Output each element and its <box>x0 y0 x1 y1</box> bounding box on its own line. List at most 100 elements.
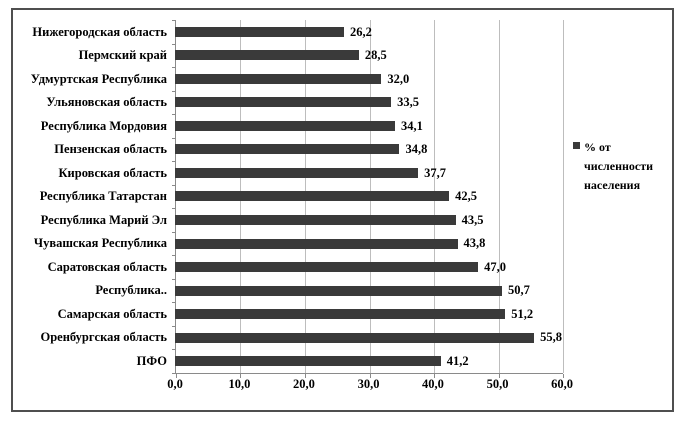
x-tick-label: 50,0 <box>486 377 509 391</box>
x-axis-tick <box>304 374 306 378</box>
legend: % от численности населения <box>573 138 665 196</box>
value-label: 51,2 <box>511 306 534 321</box>
bar <box>175 50 359 61</box>
value-label: 33,5 <box>397 95 419 110</box>
category-label: Республика Татарстан <box>39 189 167 204</box>
value-label: 34,1 <box>400 118 423 133</box>
bar-track: 34,1 <box>175 114 562 138</box>
bar <box>175 120 395 131</box>
x-axis: 0,0 10,0 20,0 30,0 40,0 50,0 60,0 <box>167 377 573 395</box>
chart-row: Пермский край 28,5 <box>16 44 562 68</box>
x-tick-label: 10,0 <box>228 377 251 391</box>
category-label: Кировская область <box>58 165 167 180</box>
bar <box>175 97 392 108</box>
y-axis-tick <box>172 231 176 233</box>
x-tick-label: 60,0 <box>551 377 573 391</box>
y-axis-tick <box>172 302 176 304</box>
chart-row: Кировская область 37,7 <box>16 161 562 185</box>
bar-track: 34,8 <box>175 138 562 162</box>
chart-row: Республика Мордовия 34,1 <box>16 114 562 138</box>
bar-track: 28,5 <box>175 44 562 68</box>
bar <box>175 167 419 178</box>
bar <box>175 356 441 367</box>
bar <box>175 26 344 37</box>
bar <box>175 73 382 84</box>
chart-row: Нижегородская область 26,2 <box>16 20 562 44</box>
x-tick-label: 30,0 <box>357 377 380 391</box>
y-axis-tick <box>172 373 176 374</box>
value-label: 41,2 <box>446 353 469 368</box>
category-label: Ульяновская область <box>46 95 167 110</box>
value-label: 42,5 <box>455 189 477 204</box>
value-label: 43,5 <box>461 212 484 227</box>
y-axis-tick <box>172 208 176 210</box>
gridline <box>498 20 500 373</box>
bar <box>175 215 456 226</box>
value-label: 47,0 <box>484 259 507 274</box>
bar <box>175 262 479 273</box>
bar-track: 50,7 <box>175 279 562 303</box>
bar-track: 41,2 <box>175 349 562 373</box>
chart-row: Саратовская область 47,0 <box>16 255 562 279</box>
gridline <box>563 20 564 373</box>
y-axis-tick <box>172 67 176 69</box>
value-label: 26,2 <box>349 24 372 39</box>
bar <box>175 285 502 296</box>
chart-row: Республика.. 50,7 <box>16 279 562 303</box>
y-axis-tick <box>172 137 176 139</box>
category-label: ПФО <box>136 353 167 368</box>
bar-track: 33,5 <box>175 91 562 115</box>
value-label: 32,0 <box>387 71 410 86</box>
category-label: Чувашская Республика <box>33 236 167 251</box>
bar-track: 43,5 <box>175 208 562 232</box>
y-axis-tick <box>172 325 176 327</box>
y-axis-tick <box>172 20 176 21</box>
bar-track: 42,5 <box>175 185 562 209</box>
x-axis-tick <box>433 374 435 378</box>
bar <box>175 238 458 249</box>
chart-row: Республика Марий Эл 43,5 <box>16 208 562 232</box>
y-axis-tick <box>172 114 176 116</box>
chart-rows: Нижегородская область 26,2 Пермский край 28… <box>16 20 562 373</box>
value-label: 43,8 <box>463 236 486 251</box>
category-label: Саратовская область <box>47 259 167 274</box>
chart-row: ПФО 41,2 <box>16 349 562 373</box>
value-label: 55,8 <box>540 330 562 345</box>
bar-track: 26,2 <box>175 20 562 44</box>
value-label: 34,8 <box>405 142 428 157</box>
y-axis-tick <box>172 184 176 186</box>
x-axis-tick <box>498 374 500 378</box>
category-label: Пермский край <box>78 48 167 63</box>
legend-label: % от численности населения <box>584 140 654 193</box>
x-axis-tick <box>176 374 177 378</box>
chart-row: Ульяновская область 33,5 <box>16 91 562 115</box>
chart-row: Удмуртская Республика 32,0 <box>16 67 562 91</box>
y-axis-tick <box>172 90 176 92</box>
chart-row: Пензенская область 34,8 <box>16 138 562 162</box>
y-axis-tick <box>172 161 176 163</box>
x-axis-tick <box>240 374 242 378</box>
bar-track: 55,8 <box>175 326 562 350</box>
category-label: Оренбургская область <box>40 330 167 345</box>
bar <box>175 332 535 343</box>
y-axis-tick <box>172 43 176 45</box>
value-label: 28,5 <box>364 48 387 63</box>
x-axis-tick <box>563 374 564 378</box>
chart-row: Чувашская Республика 43,8 <box>16 232 562 256</box>
bar-track: 43,8 <box>175 232 562 256</box>
chart-row: Самарская область 51,2 <box>16 302 562 326</box>
category-label: Пензенская область <box>54 142 167 157</box>
category-label: Самарская область <box>57 306 167 321</box>
chart-row: Оренбургская область 55,8 <box>16 326 562 350</box>
x-tick-label: 40,0 <box>422 377 444 391</box>
legend-marker-icon <box>573 142 580 149</box>
bar <box>175 191 450 202</box>
category-label: Нижегородская область <box>32 24 167 39</box>
category-label: Удмуртская Республика <box>30 71 167 86</box>
chart-row: Республика Татарстан 42,5 <box>16 185 562 209</box>
x-tick-label: 0,0 <box>167 377 183 391</box>
bar-track: 32,0 <box>175 67 562 91</box>
category-label: Республика.. <box>95 283 167 298</box>
bar <box>175 309 506 320</box>
